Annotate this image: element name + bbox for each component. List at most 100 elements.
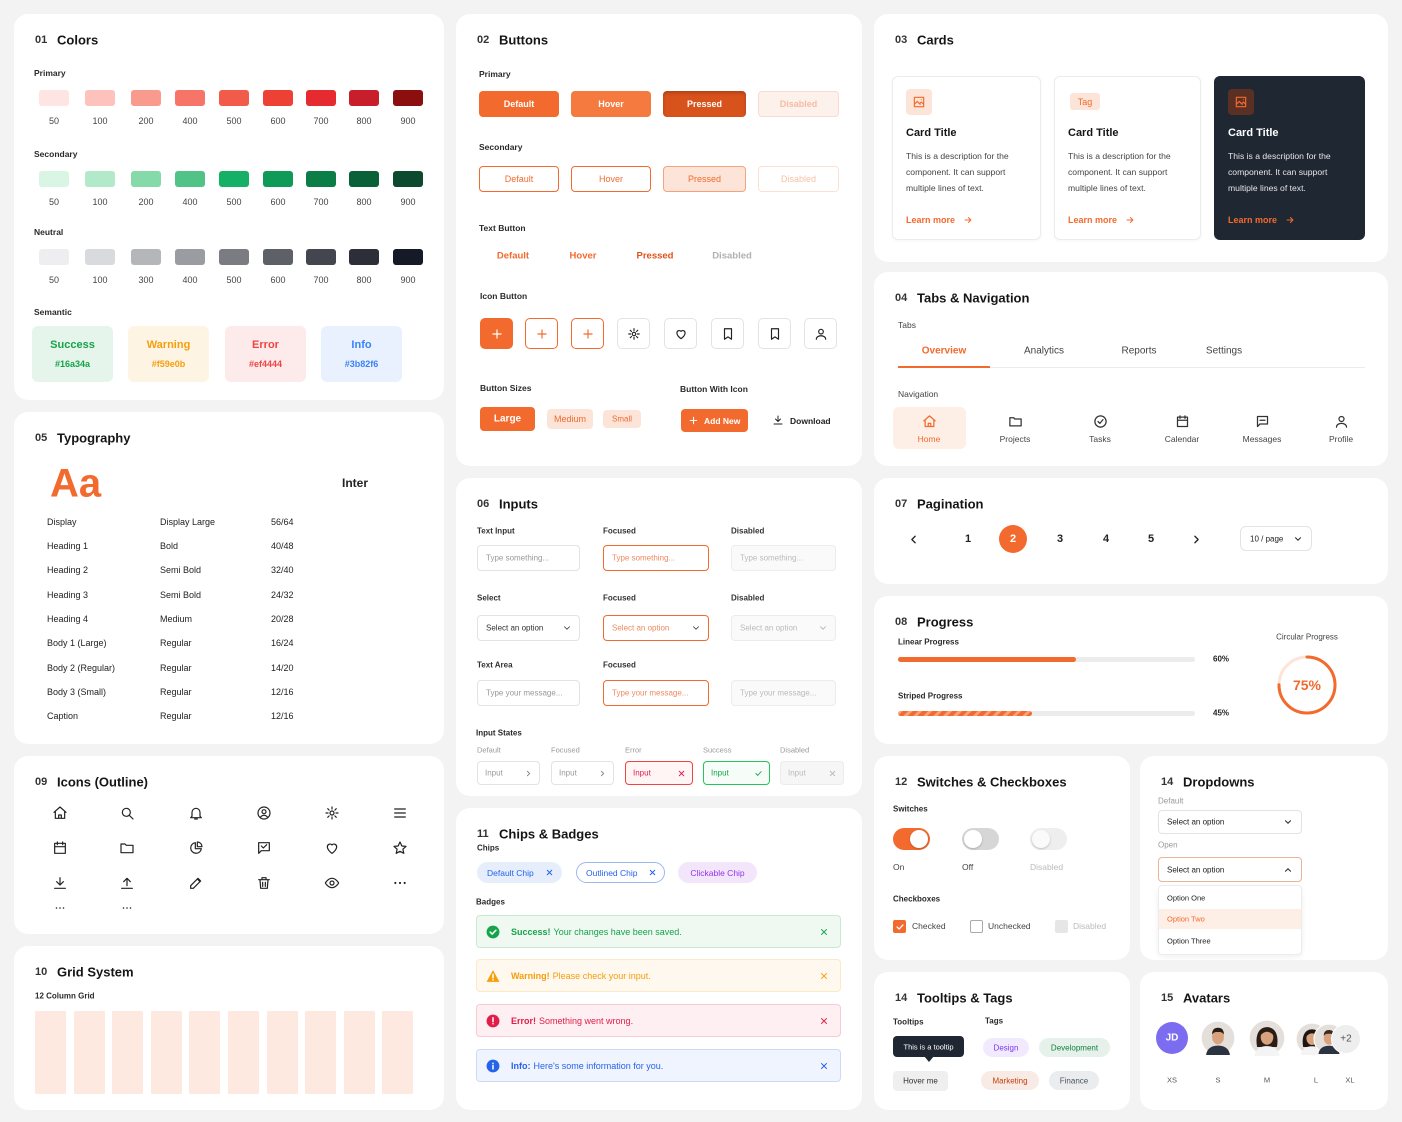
- chip-label[interactable]: Clickable Chip: [690, 867, 745, 878]
- button-label[interactable]: Disabled: [779, 99, 818, 109]
- icon-button[interactable]: [804, 318, 837, 349]
- secondary-button[interactable]: [571, 166, 651, 192]
- state-input[interactable]: [780, 761, 844, 785]
- button-add-new[interactable]: [681, 409, 748, 432]
- nav-item[interactable]: Messages: [1242, 434, 1282, 444]
- nav-item[interactable]: Home: [917, 434, 941, 444]
- color-swatch: [306, 90, 336, 106]
- input-field[interactable]: [603, 615, 709, 641]
- tab[interactable]: Settings: [1205, 345, 1243, 357]
- checkbox[interactable]: [1055, 920, 1068, 933]
- alert-close[interactable]: [819, 927, 829, 937]
- button-label[interactable]: Pressed: [686, 99, 723, 109]
- alert-close[interactable]: [819, 971, 829, 981]
- color-swatch: [263, 90, 293, 106]
- page-number[interactable]: 3: [1056, 533, 1064, 545]
- tab[interactable]: Analytics: [1023, 345, 1065, 357]
- chip[interactable]: [477, 862, 562, 883]
- dropdown-option[interactable]: Option One: [1167, 893, 1206, 903]
- icon-button[interactable]: [664, 318, 697, 349]
- icon-button[interactable]: [525, 318, 558, 349]
- tooltip-trigger-label[interactable]: Hover me: [903, 1076, 938, 1086]
- tab[interactable]: Reports: [1121, 345, 1157, 357]
- chip[interactable]: [678, 862, 757, 883]
- card-link[interactable]: Learn more: [1068, 215, 1118, 225]
- outline-icon: [120, 843, 134, 854]
- outline-icon-path: [190, 877, 202, 889]
- icon-button-glyph: [582, 328, 593, 339]
- icon-button[interactable]: [711, 318, 744, 349]
- chip-label[interactable]: Outlined Chip: [586, 867, 638, 878]
- page-number[interactable]: 4: [1102, 533, 1110, 545]
- primary-button[interactable]: [663, 91, 746, 117]
- primary-button[interactable]: [571, 91, 651, 117]
- button-label[interactable]: Add New: [704, 415, 741, 426]
- secondary-button[interactable]: [479, 166, 559, 192]
- button-label[interactable]: Disabled: [780, 174, 817, 184]
- input-field[interactable]: [731, 545, 836, 571]
- shade-label: 800: [356, 116, 372, 126]
- nav-item[interactable]: Projects: [999, 434, 1031, 444]
- grid-column: [112, 1011, 144, 1094]
- checkbox[interactable]: [893, 920, 906, 933]
- input-field[interactable]: [477, 615, 580, 641]
- button-label[interactable]: Large: [493, 413, 522, 425]
- dropdown-select[interactable]: [1158, 810, 1302, 834]
- button-label[interactable]: Hover: [598, 99, 624, 109]
- dropdown-option[interactable]: Option Two: [1167, 914, 1205, 924]
- text-button[interactable]: Disabled: [712, 250, 752, 262]
- input-field[interactable]: [603, 680, 709, 706]
- chip[interactable]: [576, 862, 665, 883]
- page-size-select[interactable]: [1240, 526, 1312, 551]
- dropdown-option[interactable]: Option Three: [1167, 936, 1211, 946]
- button-large[interactable]: [480, 407, 535, 431]
- alert-close[interactable]: [819, 1061, 829, 1071]
- tooltip-trigger[interactable]: [893, 1071, 948, 1091]
- button-label[interactable]: Hover: [598, 174, 624, 184]
- color-swatch: [219, 249, 249, 265]
- button-small[interactable]: [603, 410, 641, 428]
- icon-button[interactable]: [758, 318, 791, 349]
- button-label[interactable]: Default: [503, 99, 535, 109]
- button-label[interactable]: Default: [504, 174, 534, 184]
- nav-item[interactable]: Tasks: [1089, 434, 1111, 444]
- secondary-button[interactable]: [663, 166, 746, 192]
- input-field[interactable]: [477, 680, 580, 706]
- page-number[interactable]: 5: [1147, 533, 1155, 545]
- dropdown-select-open[interactable]: [1158, 857, 1302, 882]
- chip-label[interactable]: Default Chip: [487, 867, 534, 878]
- text-button[interactable]: Default: [496, 250, 530, 262]
- input-field[interactable]: [731, 680, 836, 706]
- input-field[interactable]: [603, 545, 709, 571]
- semantic-card: [128, 326, 209, 382]
- state-input[interactable]: [551, 761, 614, 785]
- text-button[interactable]: Pressed: [636, 250, 674, 262]
- primary-button[interactable]: [758, 91, 839, 117]
- card-link[interactable]: Learn more: [1228, 215, 1278, 225]
- page-number[interactable]: 2: [1009, 533, 1017, 545]
- button-label[interactable]: Pressed: [687, 174, 722, 184]
- button-label[interactable]: Download: [790, 415, 831, 426]
- text-button[interactable]: Hover: [569, 250, 597, 262]
- input-field[interactable]: [731, 615, 836, 641]
- icon-button[interactable]: [617, 318, 650, 349]
- page-number[interactable]: 1: [964, 533, 972, 545]
- icon-button-glyph-path: [723, 327, 732, 340]
- icon-button[interactable]: [571, 318, 604, 349]
- nav-item[interactable]: Profile: [1328, 434, 1354, 444]
- button-label[interactable]: Medium: [553, 414, 587, 424]
- card-link[interactable]: Learn more: [906, 215, 956, 225]
- shade-label: 100: [92, 275, 108, 285]
- alert-close[interactable]: [819, 1016, 829, 1026]
- nav-item[interactable]: Calendar: [1164, 434, 1200, 444]
- state-input[interactable]: [477, 761, 540, 785]
- input-field[interactable]: [477, 545, 580, 571]
- tab[interactable]: Overview: [921, 345, 967, 357]
- circular-progress: [1277, 655, 1337, 715]
- secondary-button[interactable]: [758, 166, 839, 192]
- button-label[interactable]: Small: [611, 414, 633, 424]
- button-medium[interactable]: [547, 409, 593, 429]
- state-input[interactable]: [625, 761, 693, 785]
- checkbox[interactable]: [970, 920, 983, 933]
- primary-button[interactable]: [479, 91, 559, 117]
